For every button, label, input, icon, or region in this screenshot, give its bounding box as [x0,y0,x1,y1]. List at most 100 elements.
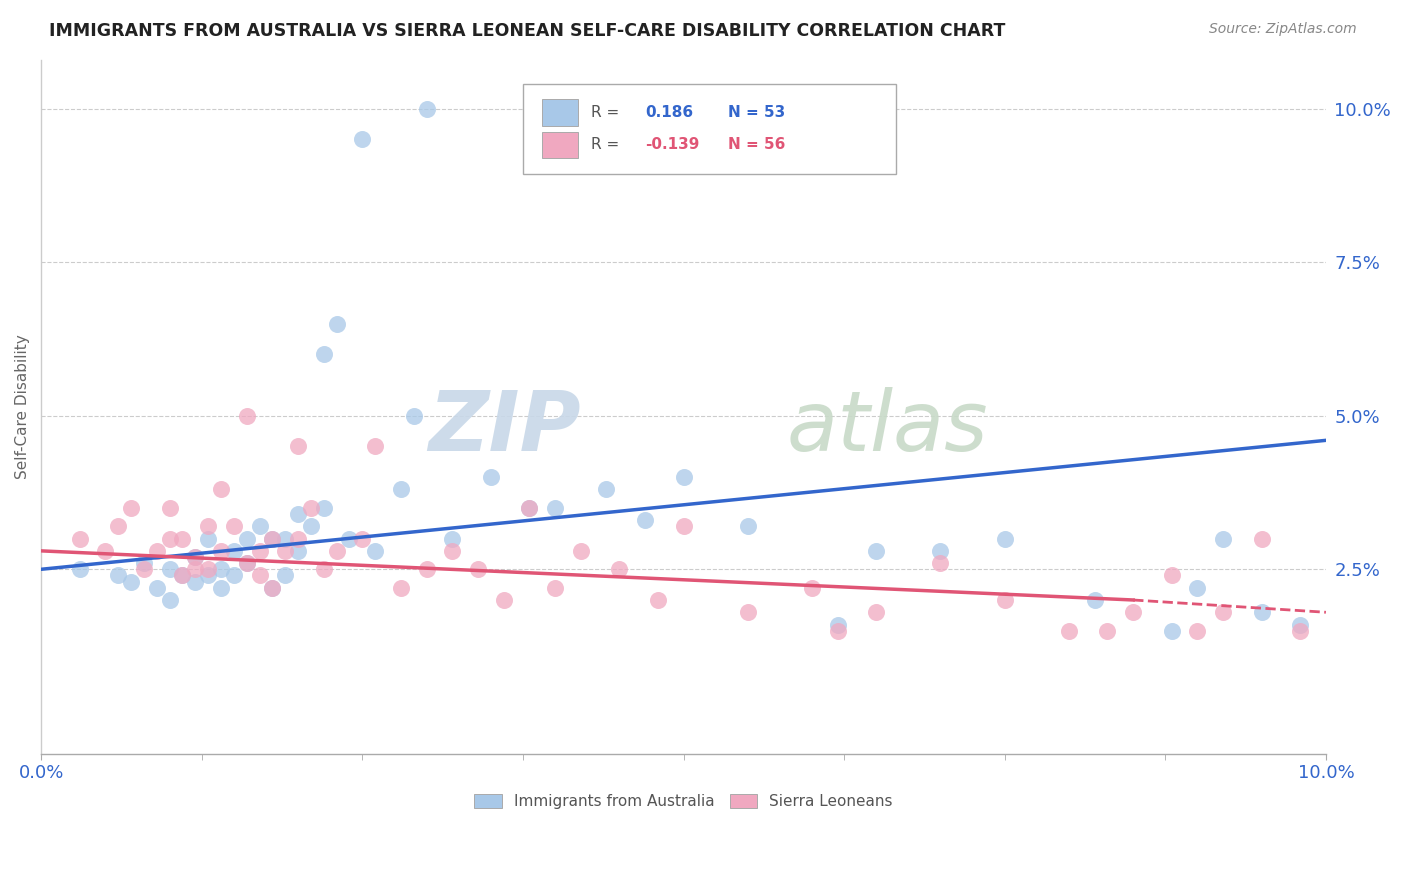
Point [1212,605,1234,619]
Point [929,544,952,558]
Point [159,593,181,607]
Point [325,317,347,331]
Point [544,500,567,515]
Point [1289,624,1312,638]
Point [325,544,347,558]
Point [262,581,284,595]
Point [262,532,284,546]
Point [172,568,194,582]
Text: Source: ZipAtlas.com: Source: ZipAtlas.com [1209,22,1357,37]
Point [235,532,257,546]
Point [1057,624,1080,638]
Point [737,519,759,533]
Text: ZIP: ZIP [427,387,581,468]
Point [299,519,322,533]
Point [159,562,181,576]
Point [197,562,219,576]
Point [209,581,232,595]
Point [1097,624,1119,638]
Point [249,568,271,582]
Point [287,544,309,558]
Point [69,562,91,576]
Point [235,556,257,570]
Point [929,556,952,570]
Point [184,549,207,564]
Legend: Immigrants from Australia, Sierra Leoneans: Immigrants from Australia, Sierra Leonea… [468,788,898,815]
Point [1160,624,1182,638]
Text: N = 53: N = 53 [728,105,786,120]
Text: IMMIGRANTS FROM AUSTRALIA VS SIERRA LEONEAN SELF-CARE DISABILITY CORRELATION CHA: IMMIGRANTS FROM AUSTRALIA VS SIERRA LEON… [49,22,1005,40]
Point [184,562,207,576]
Point [1212,532,1234,546]
Point [274,532,297,546]
Point [197,532,219,546]
Point [159,532,181,546]
Point [107,568,129,582]
Point [69,532,91,546]
Point [1250,605,1272,619]
Point [1122,605,1144,619]
Point [339,532,361,546]
Point [222,519,245,533]
Point [415,102,437,116]
Point [312,500,335,515]
Point [1289,617,1312,632]
FancyBboxPatch shape [543,132,578,158]
Point [287,532,309,546]
Point [492,593,515,607]
Point [865,544,887,558]
Point [222,544,245,558]
Point [415,562,437,576]
Point [827,624,849,638]
Point [312,562,335,576]
Point [184,574,207,589]
Text: R =: R = [591,137,624,153]
Point [209,483,232,497]
Y-axis label: Self-Care Disability: Self-Care Disability [15,334,30,479]
Point [544,581,567,595]
Point [441,544,464,558]
Point [827,617,849,632]
Point [441,532,464,546]
Text: R =: R = [591,105,628,120]
Point [389,483,412,497]
Point [1250,532,1272,546]
Point [801,581,824,595]
Point [1187,581,1209,595]
Point [132,556,155,570]
Point [172,532,194,546]
Point [209,544,232,558]
Point [287,440,309,454]
Point [479,470,502,484]
Point [287,507,309,521]
Point [249,544,271,558]
Point [132,562,155,576]
Point [262,581,284,595]
Point [517,500,540,515]
Point [299,500,322,515]
Point [1187,624,1209,638]
Point [607,562,630,576]
Point [159,500,181,515]
Point [120,574,142,589]
Point [672,470,695,484]
Point [364,544,387,558]
Point [994,593,1017,607]
Point [197,568,219,582]
Point [197,519,219,533]
Text: N = 56: N = 56 [728,137,786,153]
Point [274,568,297,582]
Text: -0.139: -0.139 [645,137,699,153]
Point [1084,593,1107,607]
Point [352,532,374,546]
Text: 0.186: 0.186 [645,105,693,120]
Point [364,440,387,454]
Point [94,544,117,558]
Point [672,519,695,533]
Point [402,409,425,423]
Point [145,581,167,595]
Point [184,549,207,564]
Point [1160,568,1182,582]
Point [172,568,194,582]
Point [389,581,412,595]
